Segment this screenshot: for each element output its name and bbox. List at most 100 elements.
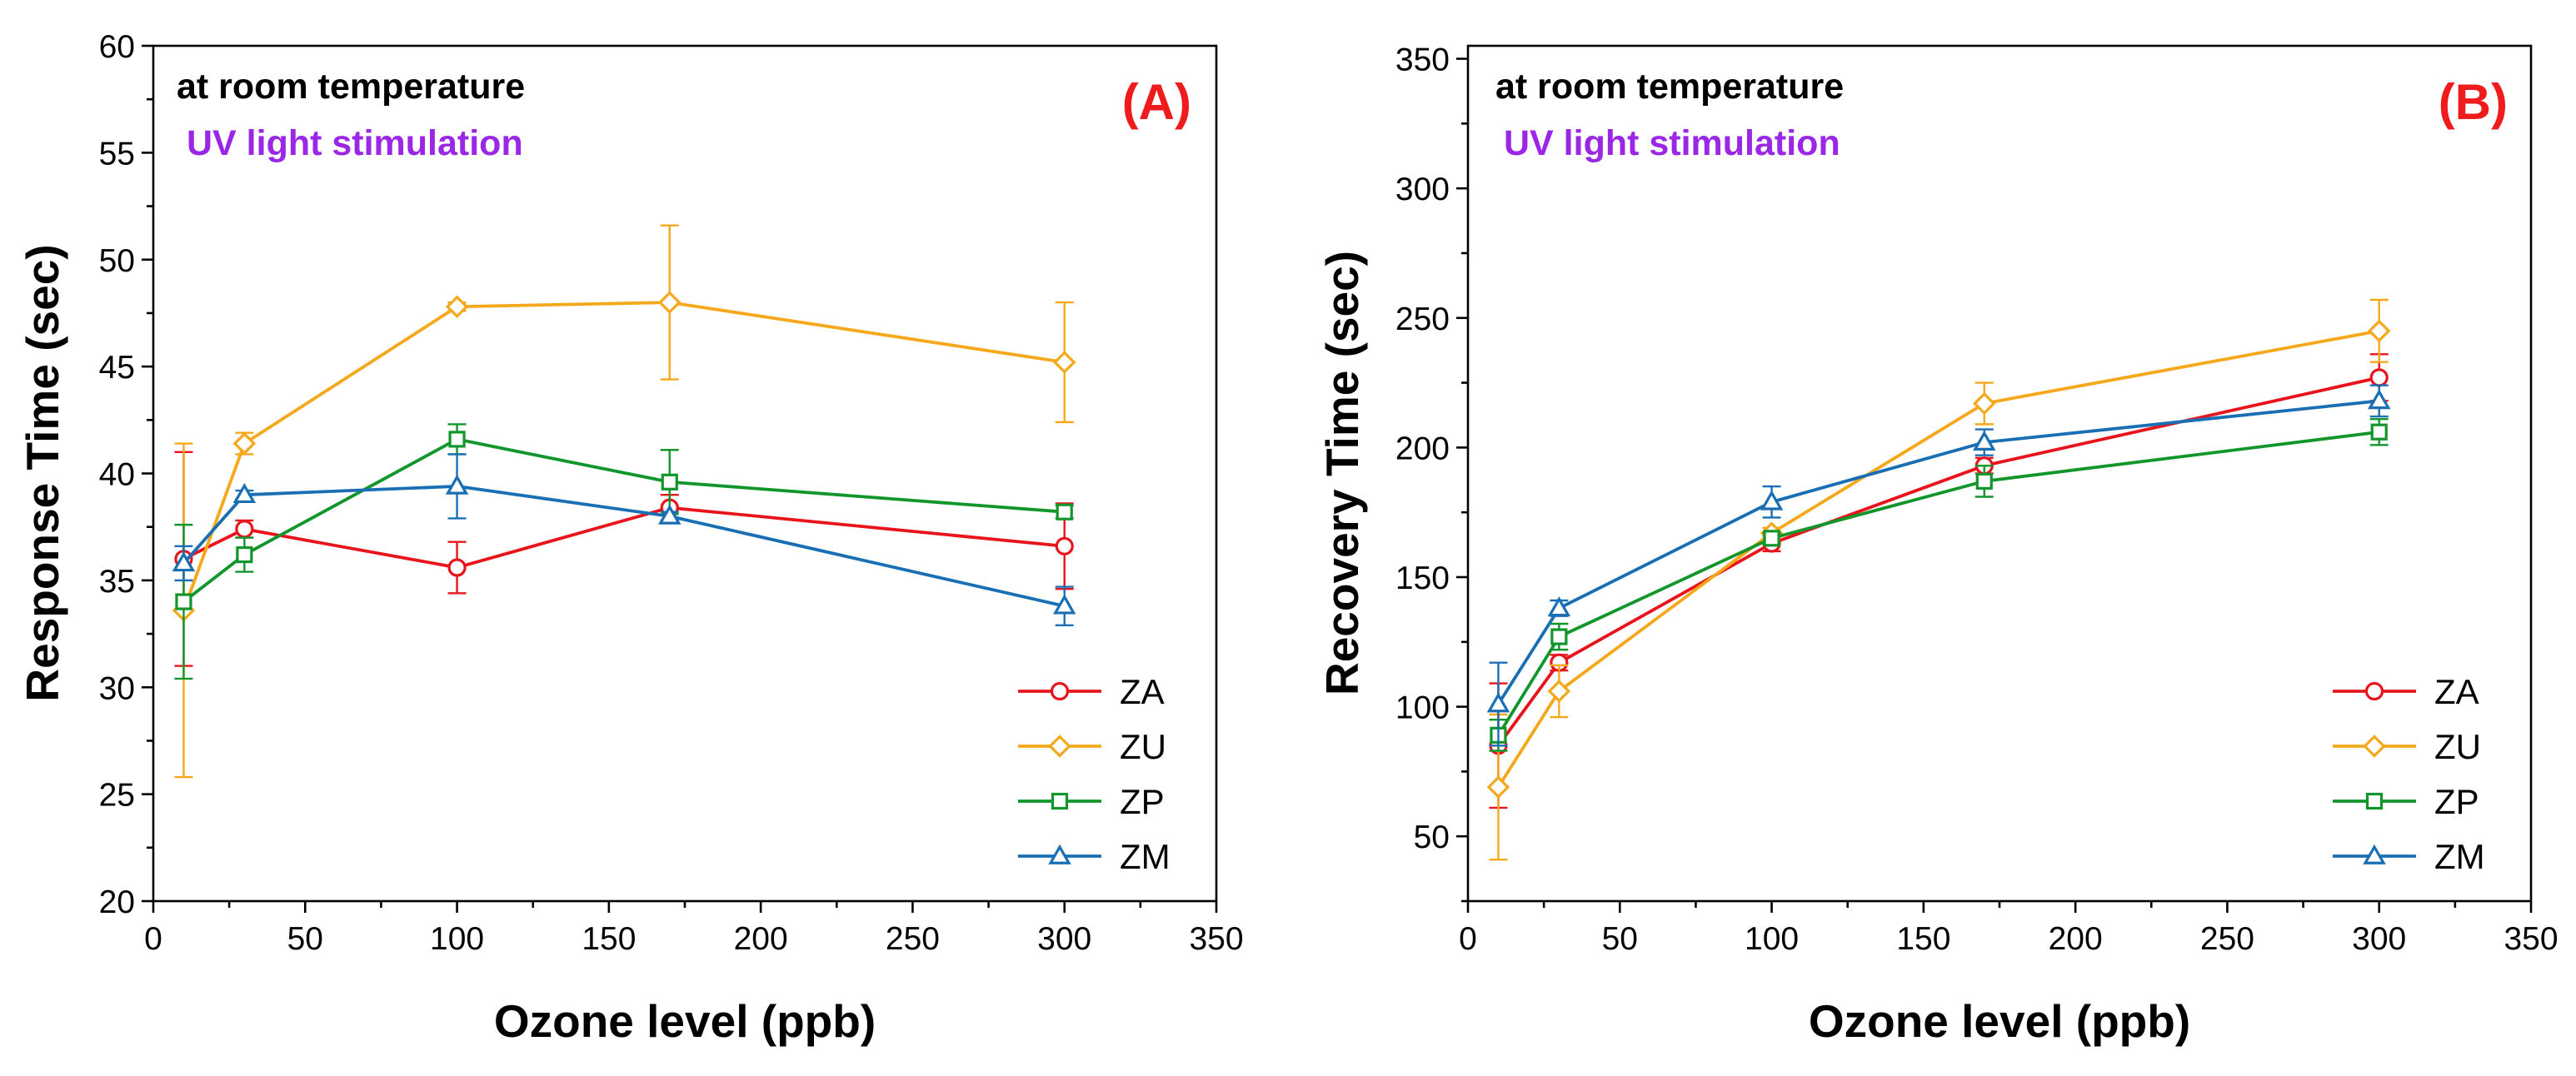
panel-b-y-tick-label: 50 — [1414, 819, 1450, 855]
panel-a-zp-point — [661, 473, 678, 491]
panel-b-zp-point — [1975, 472, 1993, 490]
panel-a-zu-point — [1052, 351, 1076, 374]
panel-a-y-tick-label: 30 — [99, 670, 135, 706]
panel-a-series-zp — [174, 423, 1074, 680]
panel-b-x-tick-label: 0 — [1459, 921, 1477, 957]
panel-a-legend-marker-zu — [1048, 735, 1071, 758]
panel-a-frame — [152, 44, 1218, 903]
panel-a-x-tick-label: 300 — [1037, 921, 1091, 957]
panel-b-y-tick-label: 300 — [1395, 172, 1450, 207]
panel-a-annotation-2: UV light stimulation — [187, 123, 523, 163]
panel-b-x-tick-label: 300 — [2352, 921, 2406, 957]
panel-b-zm-line — [1496, 399, 2379, 705]
panel-b-zm-point — [2367, 389, 2391, 410]
panel-a-y-tick-label: 25 — [99, 778, 135, 814]
panel-a-series-za — [174, 451, 1074, 667]
panel-a-xlabel: Ozone level (ppb) — [494, 995, 876, 1047]
panel-b-annotation-2: UV light stimulation — [1504, 123, 1840, 163]
panel-a-series-zu — [172, 224, 1076, 779]
panel-a-zm-point — [445, 474, 469, 495]
panel-b-x-tick-label: 150 — [1896, 921, 1950, 957]
panel-b-zu-point — [1486, 775, 1510, 799]
panel-b-za-point — [2369, 368, 2389, 387]
panel-b-legend-label-zu: ZU — [2434, 727, 2481, 766]
panel-a-zm-point — [1052, 594, 1076, 615]
panel-a-x-tick-label: 250 — [886, 921, 940, 957]
panel-b-annotation-1: at room temperature — [1495, 67, 1844, 107]
panel-b-zu-point — [1973, 391, 1996, 416]
panel-b-legend-label-zp: ZP — [2434, 782, 2479, 821]
panel-a-y-tick-label: 20 — [99, 884, 135, 920]
panel-a-x-tick-label: 100 — [430, 921, 484, 957]
panel-b-y-tick-label: 250 — [1395, 301, 1450, 337]
panel-a-legend-label-zp: ZP — [1120, 782, 1165, 821]
panel-a-legend-marker-za — [1050, 681, 1070, 701]
panel-b-legend-marker-za — [2364, 681, 2384, 701]
panel-b-x-tick-label: 350 — [2504, 921, 2558, 957]
panel-b-xlabel: Ozone level (ppb) — [1809, 995, 2190, 1047]
panel-a-zu-point — [232, 431, 257, 456]
panel-b-series — [1486, 298, 2391, 861]
panel-a-annotation-1: at room temperature — [177, 67, 525, 107]
panel-b-x-tick-label: 200 — [2049, 921, 2103, 957]
panel-a-ylabel: Response Time (sec) — [17, 244, 68, 701]
panel-a-y-tick-label: 40 — [99, 457, 135, 493]
panel-a-zm-point — [232, 482, 257, 504]
panel-b-x-tick-label: 250 — [2200, 921, 2254, 957]
panel-a-label: (A) — [1122, 74, 1191, 130]
panel-b-label: (B) — [2439, 74, 2508, 130]
panel-a-zm-point — [658, 504, 681, 525]
panel-a-zm-line — [182, 485, 1066, 608]
panel-a-y-tick-label: 50 — [99, 243, 135, 279]
panel-a-zp-point — [175, 593, 192, 610]
panel-a-zu-point — [658, 291, 681, 314]
panel-b-x-tick-label: 50 — [1602, 921, 1638, 957]
panel-b-zp-point — [1550, 628, 1568, 645]
panel-a-legend-label-zu: ZU — [1120, 727, 1166, 766]
panel-b-zm-point — [1760, 490, 1784, 511]
panel-a-y-tick-label: 60 — [99, 29, 135, 65]
panel-a-za-point — [235, 520, 254, 539]
panel-a-za-point — [447, 558, 467, 577]
panel-b-zu-line — [1496, 329, 2380, 789]
panel-a-y-tick-label: 45 — [99, 350, 135, 386]
panel-a-legend: ZA ZU ZP ZM — [1018, 672, 1171, 876]
panel-a-x-tick-label: 150 — [582, 921, 636, 957]
panel-b-zp-point — [1763, 530, 1780, 547]
panel-a-zp-point — [236, 545, 253, 564]
panel-a-x-tick-label: 200 — [734, 921, 788, 957]
panel-b: 0 50 100 150 200 250 300 350 50 100 150 200 250 300 35… — [1316, 42, 2559, 1047]
panel-b-legend-label-za: ZA — [2434, 672, 2479, 711]
panel-a-y-tick-label: 55 — [99, 136, 135, 172]
panel-a-legend-marker-zm — [1048, 844, 1071, 864]
panel-b-zm-point — [1547, 596, 1571, 617]
panel-b-ylabel: Recovery Time (sec) — [1316, 251, 1368, 695]
panel-b-zu-point — [2367, 319, 2391, 343]
panel-a-x-tick-label: 0 — [144, 921, 162, 957]
panel-b-zu-point — [1547, 680, 1571, 703]
panel-a-zp-point — [448, 431, 466, 448]
panel-b-zm-point — [1486, 692, 1510, 713]
panel-b-legend: ZA ZU ZP ZM — [2333, 672, 2485, 876]
panel-b-legend-marker-zu — [2363, 735, 2386, 758]
panel-b-y-tick-label: 350 — [1395, 42, 1450, 78]
panel-a-y-tick-label: 35 — [99, 564, 135, 600]
panel-a-x-tick-label: 50 — [287, 921, 323, 957]
panel-b-x-tick-label: 100 — [1745, 921, 1799, 957]
panel-b-series-zm — [1486, 384, 2391, 747]
panel-b-zp-line — [1496, 430, 2379, 736]
panel-b-legend-marker-zp — [2365, 792, 2384, 810]
panel-b-y-tick-label: 150 — [1395, 560, 1450, 596]
panel-b-y-tick-label: 200 — [1395, 431, 1450, 466]
panel-a-ticks: 0 50 100 150 200 250 300 350 20 25 30 35 40 45 50 55 60 — [99, 29, 1244, 957]
panel-b-series-zp — [1489, 417, 2389, 752]
panel-a-zm-point — [172, 551, 196, 572]
panel-a: 0 50 100 150 200 250 300 350202530354045505560 … — [17, 29, 1244, 1047]
panel-b-zp-point — [2370, 423, 2388, 441]
panel-a-zp-point — [1056, 503, 1073, 521]
panel-a-zu-point — [445, 295, 469, 318]
panel-a-legend-marker-zp — [1051, 792, 1069, 810]
panel-a-x-tick-label: 350 — [1189, 921, 1243, 957]
panel-a-za-point — [1055, 536, 1074, 555]
